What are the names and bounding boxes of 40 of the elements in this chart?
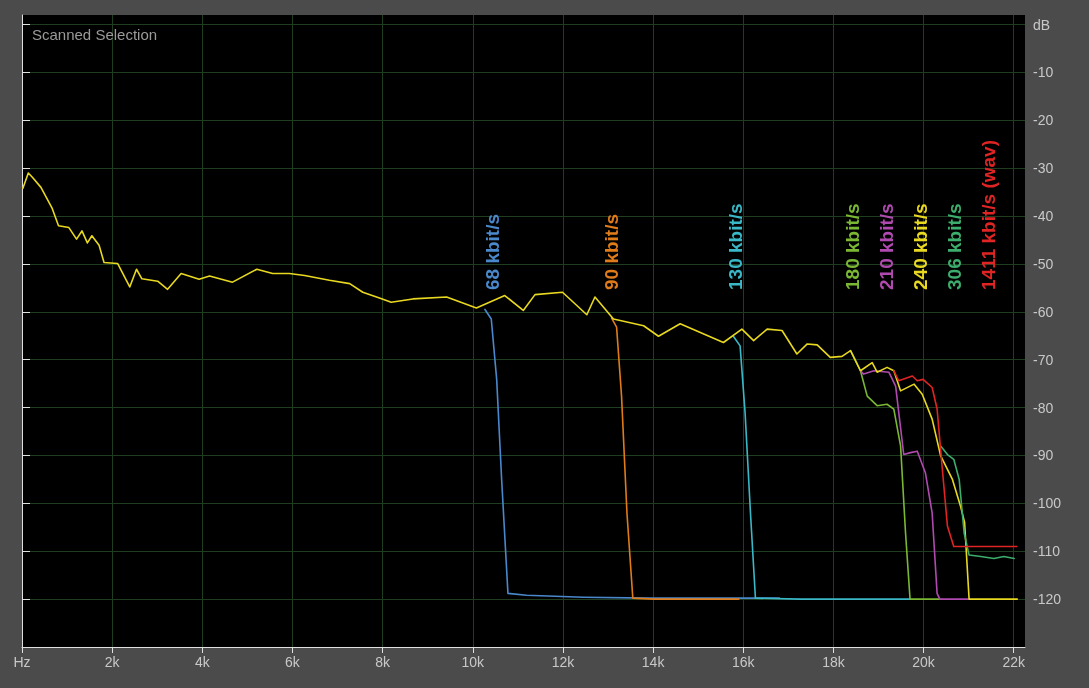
- line-series: [732, 335, 911, 600]
- y-tick-label: -120: [1033, 591, 1062, 608]
- line-series: [939, 445, 1015, 560]
- x-tick-label: 10k: [461, 654, 486, 670]
- text: Scanned Selection: [32, 26, 158, 43]
- y-tick-label: -110: [1033, 543, 1061, 560]
- y-tick-label: -30: [1033, 160, 1054, 177]
- text: 306 kbit/s: [943, 203, 965, 290]
- x-tick-label: 18k: [822, 654, 846, 670]
- y-tick-label: dB: [1033, 16, 1051, 33]
- y-tick-label: -60: [1033, 303, 1054, 320]
- text: 1411 kbit/s (wav): [977, 140, 999, 290]
- line-series: [859, 369, 970, 600]
- x-tick-label: 12k: [551, 654, 576, 670]
- x-tick-label: Hz: [13, 654, 31, 670]
- y-tick-label: -80: [1033, 399, 1054, 416]
- y-tick-label: -20: [1033, 112, 1054, 129]
- x-tick-label: 22k: [1002, 654, 1027, 670]
- x-tick-label: 14k: [641, 654, 666, 670]
- y-tick-label: -70: [1033, 351, 1054, 368]
- text: 180 kbit/s: [841, 203, 863, 290]
- text: 68 kbit/s: [482, 213, 504, 290]
- y-tick-label: -100: [1033, 495, 1062, 512]
- y-tick-label: -90: [1033, 447, 1054, 464]
- line-series: [484, 308, 781, 599]
- text: 210 kbit/s: [875, 203, 897, 290]
- line-series: [893, 369, 1018, 548]
- x-tick-label: 16k: [731, 654, 756, 670]
- line-series: [610, 317, 740, 600]
- y-tick-label: -10: [1033, 64, 1054, 81]
- x-tick-label: 8k: [375, 654, 392, 670]
- x-tick-label: 20k: [912, 654, 936, 670]
- text: 240 kbit/s: [909, 203, 931, 290]
- text: 130 kbit/s: [724, 203, 746, 290]
- text: 90 kbit/s: [601, 213, 623, 290]
- x-tick-label: 6k: [285, 654, 301, 670]
- y-tick-label: -50: [1033, 255, 1054, 272]
- x-tick-label: 4k: [194, 654, 211, 670]
- y-tick-label: -40: [1033, 208, 1054, 225]
- x-tick-label: 2k: [104, 654, 121, 670]
